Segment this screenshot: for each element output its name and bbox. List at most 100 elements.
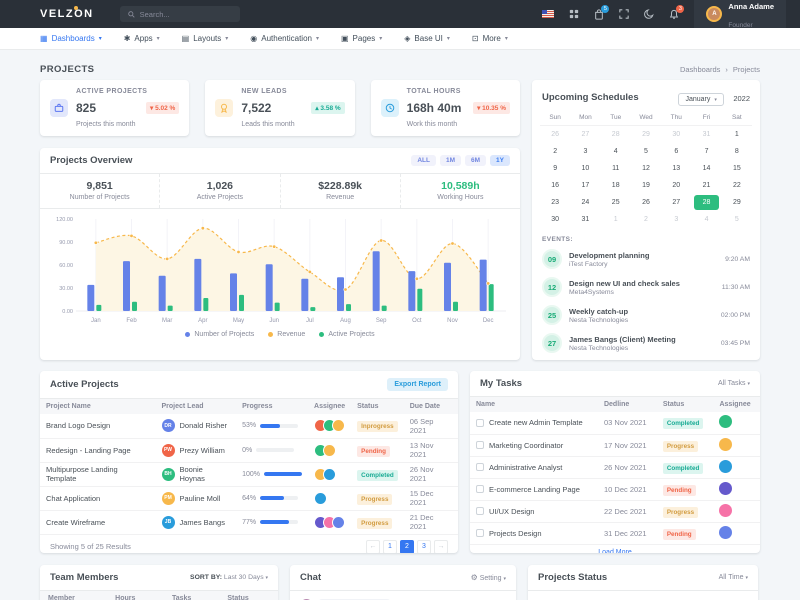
user-menu[interactable]: A Anna Adame Founder: [694, 0, 786, 29]
calendar-day[interactable]: 7: [704, 148, 709, 155]
fullscreen-icon[interactable]: [619, 9, 630, 19]
calendar-day-selected[interactable]: 28: [694, 195, 719, 210]
calendar-day[interactable]: 27: [672, 199, 681, 206]
tasks-filter-dropdown[interactable]: All Tasks ▾: [718, 380, 750, 387]
calendar-day[interactable]: 5: [734, 216, 739, 223]
pagination-page-2[interactable]: 2: [400, 539, 414, 553]
pagination-next[interactable]: →: [434, 539, 448, 553]
calendar-day[interactable]: 18: [611, 182, 620, 189]
calendar-day[interactable]: 1: [613, 216, 618, 223]
project-name[interactable]: Brand Logo Design: [40, 414, 156, 439]
task-name[interactable]: Create new Admin Template: [489, 418, 583, 428]
project-name[interactable]: Chat Application: [40, 486, 156, 511]
task-name[interactable]: Marketing Coordinator: [489, 440, 564, 450]
event-item[interactable]: 27 James Bangs (Client) Meeting Nesta Tech…: [532, 329, 760, 357]
calendar-day[interactable]: 31: [581, 216, 590, 223]
breadcrumb-dashboards[interactable]: Dashboards: [679, 64, 721, 74]
calendar-day[interactable]: 27: [581, 131, 590, 138]
project-name[interactable]: Multipurpose Landing Template: [40, 462, 156, 487]
project-name[interactable]: Create Wireframe: [40, 510, 156, 535]
nav-item-apps[interactable]: ✱ Apps ▾: [124, 34, 160, 43]
calendar-day[interactable]: 11: [612, 165, 620, 172]
calendar-day[interactable]: 10: [581, 165, 590, 172]
calendar-day[interactable]: 28: [611, 131, 620, 138]
calendar-day[interactable]: 9: [553, 165, 558, 172]
calendar-day[interactable]: 8: [734, 148, 739, 155]
legend-item[interactable]: Revenue: [268, 331, 305, 338]
calendar-day[interactable]: 6: [674, 148, 679, 155]
calendar-day[interactable]: 24: [581, 199, 590, 206]
calendar-day[interactable]: 5: [644, 148, 648, 155]
calendar-day[interactable]: 4: [613, 148, 618, 155]
range-button-1m[interactable]: 1M: [439, 155, 462, 166]
cart-icon[interactable]: 5: [594, 4, 610, 20]
export-report-button[interactable]: Export Report: [387, 378, 448, 391]
calendar-day[interactable]: 2: [644, 216, 648, 223]
search-box[interactable]: [119, 6, 240, 22]
month-select[interactable]: January ▾: [678, 93, 724, 106]
calendar-day[interactable]: 31: [702, 131, 711, 138]
calendar-day[interactable]: 20: [672, 182, 681, 189]
range-button-6m[interactable]: 6M: [465, 155, 487, 166]
project-name[interactable]: Redesign - Landing Page: [40, 438, 156, 463]
task-name[interactable]: E-commerce Landing Page: [489, 484, 580, 494]
calendar-day[interactable]: 21: [702, 182, 711, 189]
status-filter-dropdown[interactable]: All Time ▾: [719, 574, 748, 581]
task-name[interactable]: Projects Design: [489, 528, 542, 538]
calendar-day[interactable]: 30: [672, 131, 681, 138]
pagination-prev[interactable]: ←: [366, 539, 380, 553]
logo[interactable]: VELZON: [40, 6, 94, 20]
calendar-day[interactable]: 29: [732, 199, 741, 206]
pagination-page-3[interactable]: 3: [417, 539, 431, 553]
nav-item-pages[interactable]: ▣ Pages ▾: [341, 34, 382, 43]
task-checkbox[interactable]: [476, 441, 484, 449]
legend-item[interactable]: Active Projects: [319, 331, 375, 338]
pagination-page-1[interactable]: 1: [383, 539, 397, 553]
chat-setting-dropdown[interactable]: ⚙ Setting ▾: [471, 573, 506, 582]
calendar-day[interactable]: 14: [702, 165, 711, 172]
calendar-day[interactable]: 16: [551, 182, 560, 189]
language-flag-icon[interactable]: [542, 10, 555, 18]
event-item[interactable]: 12 Design new UI and check sales Meta4Syst…: [532, 273, 760, 301]
task-checkbox[interactable]: [476, 529, 484, 537]
calendar-day[interactable]: 2: [553, 148, 558, 155]
range-button-1y[interactable]: 1Y: [490, 155, 510, 166]
calendar-day[interactable]: 26: [642, 199, 650, 206]
apps-grid-icon[interactable]: [569, 9, 579, 19]
calendar-day[interactable]: 3: [674, 216, 679, 223]
load-more-link[interactable]: Load More: [598, 548, 632, 554]
nav-item-base-ui[interactable]: ◈ Base UI ▾: [404, 34, 450, 43]
dark-mode-moon-icon[interactable]: [644, 9, 655, 19]
range-button-all[interactable]: ALL: [411, 155, 436, 166]
calendar-day[interactable]: 30: [551, 216, 560, 223]
calendar-day[interactable]: 3: [583, 148, 588, 155]
calendar-day[interactable]: 23: [551, 199, 560, 206]
task-name[interactable]: UI/UX Design: [489, 506, 535, 516]
nav-item-layouts[interactable]: ▤ Layouts ▾: [182, 34, 229, 43]
nav-item-more[interactable]: ⊡ More ▾: [472, 34, 508, 43]
nav-item-authentication[interactable]: ◉ Authentication ▾: [250, 34, 319, 43]
view-all-events-link[interactable]: View all Events: [532, 357, 760, 360]
calendar-day[interactable]: 26: [551, 131, 560, 138]
event-item[interactable]: 25 Weekly catch-up Nesta Technologies 02:00…: [532, 301, 760, 329]
task-checkbox[interactable]: [476, 485, 484, 493]
task-checkbox[interactable]: [476, 463, 484, 471]
task-name[interactable]: Administrative Analyst: [489, 462, 563, 472]
calendar-day[interactable]: 13: [672, 165, 681, 172]
event-item[interactable]: 09 Development planning iTest Factory 9:20 …: [532, 245, 760, 273]
task-checkbox[interactable]: [476, 418, 484, 427]
calendar-day[interactable]: 22: [732, 182, 741, 189]
calendar-day[interactable]: 17: [581, 182, 590, 189]
calendar-day[interactable]: 1: [734, 131, 739, 138]
calendar-day[interactable]: 15: [732, 165, 741, 172]
team-sort-dropdown[interactable]: SORT BY: Last 30 Days ▾: [190, 574, 268, 581]
calendar-day[interactable]: 29: [642, 131, 650, 138]
task-checkbox[interactable]: [476, 507, 484, 515]
calendar-day[interactable]: 4: [704, 216, 709, 223]
nav-item-dashboards[interactable]: ▦ Dashboards ▾: [40, 34, 102, 43]
legend-item[interactable]: Number of Projects: [185, 331, 254, 338]
notifications-bell-icon[interactable]: 3: [669, 4, 685, 20]
calendar-day[interactable]: 19: [642, 182, 650, 189]
calendar-day[interactable]: 12: [642, 165, 650, 172]
calendar-day[interactable]: 25: [611, 199, 620, 206]
